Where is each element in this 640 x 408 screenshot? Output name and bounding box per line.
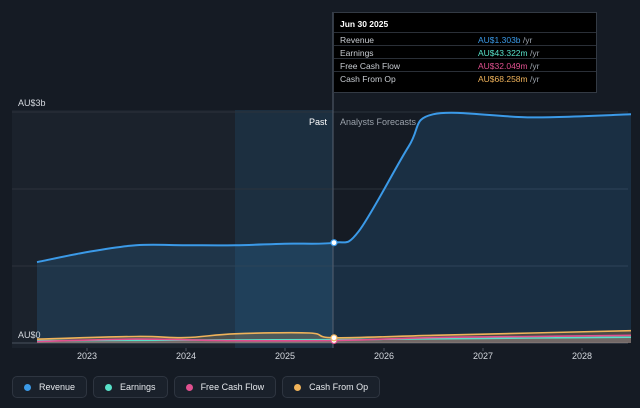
- tooltip-value-number: AU$32.049m: [478, 61, 528, 71]
- x-tick-label: 2026: [374, 351, 394, 361]
- tooltip-date: Jun 30 2025: [340, 19, 389, 29]
- free-cash-flow-dot-icon: [185, 383, 193, 391]
- tooltip-value-unit: /yr: [522, 35, 533, 45]
- legend-label: Cash From Op: [309, 382, 369, 392]
- legend-item-cash-from-op[interactable]: Cash From Op: [282, 376, 381, 398]
- tooltip-value-number: AU$1.303b: [478, 35, 521, 45]
- tooltip-row-revenue: Revenue AU$1.303b /yr: [334, 32, 596, 46]
- legend-item-free-cash-flow[interactable]: Free Cash Flow: [173, 376, 277, 398]
- tooltip: Jun 30 2025 Revenue AU$1.303b /yr Earnin…: [333, 12, 597, 93]
- tooltip-row-label: Earnings: [340, 48, 374, 58]
- tooltip-row-label: Revenue: [340, 35, 375, 45]
- x-tick-label: 2028: [572, 351, 592, 361]
- tooltip-row-cash-from-op: Cash From Op AU$68.258m /yr: [334, 71, 596, 85]
- legend-item-earnings[interactable]: Earnings: [93, 376, 168, 398]
- revenue-point: [330, 239, 338, 247]
- x-tick-label: 2025: [275, 351, 295, 361]
- forecast-label: Analysts Forecasts: [340, 117, 417, 127]
- earnings-dot-icon: [105, 383, 113, 391]
- y-tick-label: AU$0: [18, 330, 41, 340]
- x-tick-label: 2027: [473, 351, 493, 361]
- legend-item-revenue[interactable]: Revenue: [12, 376, 88, 398]
- y-tick-label: AU$3b: [18, 98, 46, 108]
- x-tick-label: 2023: [77, 351, 97, 361]
- tooltip-row-value: AU$1.303b /yr: [478, 35, 532, 45]
- legend-label: Earnings: [120, 382, 156, 392]
- tooltip-row-free-cash-flow: Free Cash Flow AU$32.049m /yr: [334, 58, 596, 72]
- cash-from-op-point: [330, 334, 338, 342]
- tooltip-row-earnings: Earnings AU$43.322m /yr: [334, 45, 596, 59]
- revenue-area: [37, 112, 631, 344]
- tooltip-value-unit: /yr: [530, 74, 540, 84]
- legend-label: Revenue: [39, 382, 76, 392]
- past-label: Past: [309, 117, 328, 127]
- x-tick-label: 2024: [176, 351, 196, 361]
- cash-from-op-dot-icon: [294, 383, 302, 391]
- cash-from-op-line: [36, 329, 632, 340]
- tooltip-row-value: AU$32.049m /yr: [478, 61, 539, 71]
- tooltip-value-number: AU$43.322m: [478, 48, 528, 58]
- tooltip-value-number: AU$68.258m: [478, 74, 528, 84]
- revenue-dot-icon: [24, 383, 31, 391]
- tooltip-row-label: Free Cash Flow: [340, 61, 400, 71]
- tooltip-value-unit: /yr: [530, 61, 540, 71]
- tooltip-row-value: AU$43.322m /yr: [478, 48, 539, 58]
- legend: Revenue Earnings Free Cash Flow Cash Fro…: [12, 376, 386, 400]
- legend-label: Free Cash Flow: [200, 382, 265, 392]
- tooltip-value-unit: /yr: [530, 48, 540, 58]
- highlight-band: [235, 110, 333, 348]
- tooltip-row-label: Cash From Op: [340, 74, 396, 84]
- tooltip-row-value: AU$68.258m /yr: [478, 74, 539, 84]
